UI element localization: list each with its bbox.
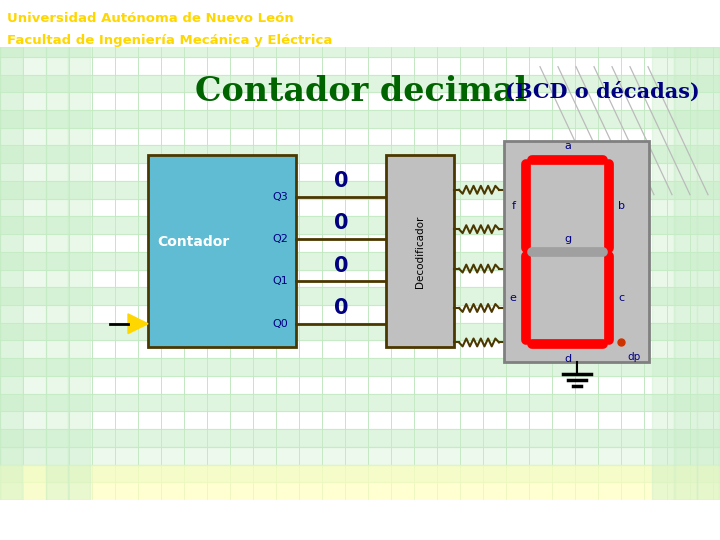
Bar — [0, 47, 46, 500]
Bar — [0, 429, 720, 447]
Bar — [0, 323, 720, 341]
Bar — [148, 156, 296, 347]
Bar — [504, 140, 649, 362]
Bar — [0, 252, 720, 269]
Bar — [68, 47, 90, 500]
Text: Q2: Q2 — [272, 234, 288, 244]
Bar — [46, 47, 68, 500]
Text: Facultad de Ingeniería Mecánica y Eléctrica: Facultad de Ingeniería Mecánica y Eléctr… — [7, 34, 333, 47]
Bar — [386, 156, 454, 347]
Text: Q3: Q3 — [272, 192, 288, 201]
Text: dp: dp — [627, 352, 640, 362]
Text: Contador decimal: Contador decimal — [195, 75, 527, 108]
Text: 0: 0 — [334, 298, 348, 318]
Bar — [0, 358, 720, 376]
Text: Contador: Contador — [157, 234, 229, 248]
Text: 0: 0 — [334, 171, 348, 191]
Text: (BCD o décadas): (BCD o décadas) — [505, 81, 700, 102]
Bar — [0, 39, 720, 57]
Bar — [0, 145, 720, 163]
Bar — [0, 464, 720, 482]
Polygon shape — [0, 500, 446, 540]
Text: Sistemas Digitales: Sistemas Digitales — [533, 505, 662, 518]
Bar — [0, 110, 720, 128]
Bar — [0, 181, 720, 199]
Text: 0: 0 — [334, 213, 348, 233]
Text: d: d — [564, 354, 571, 364]
Bar — [652, 47, 674, 500]
Bar — [0, 75, 720, 92]
Bar — [0, 47, 22, 500]
Bar — [697, 47, 719, 500]
Bar — [0, 447, 720, 464]
Bar — [674, 47, 720, 500]
Text: Q0: Q0 — [272, 319, 288, 329]
Polygon shape — [446, 0, 720, 47]
Text: b: b — [618, 201, 625, 211]
Text: Universidad Autónoma de Nuevo León: Universidad Autónoma de Nuevo León — [7, 12, 294, 25]
Text: e: e — [509, 293, 516, 303]
Bar — [0, 217, 720, 234]
Polygon shape — [128, 314, 148, 334]
Text: Q1: Q1 — [272, 276, 288, 286]
Bar — [0, 464, 720, 500]
Text: c: c — [618, 293, 624, 303]
Text: Noviembre  2011: Noviembre 2011 — [7, 514, 127, 526]
Bar — [0, 287, 720, 305]
Bar — [675, 47, 697, 500]
Text: 0: 0 — [334, 255, 348, 275]
Text: g: g — [564, 234, 571, 245]
Text: f: f — [512, 201, 516, 211]
Text: a: a — [564, 141, 571, 151]
Text: Decodificador: Decodificador — [415, 215, 425, 287]
Bar — [0, 394, 720, 411]
Text: Electrónica Digital I: Electrónica Digital I — [533, 525, 670, 538]
